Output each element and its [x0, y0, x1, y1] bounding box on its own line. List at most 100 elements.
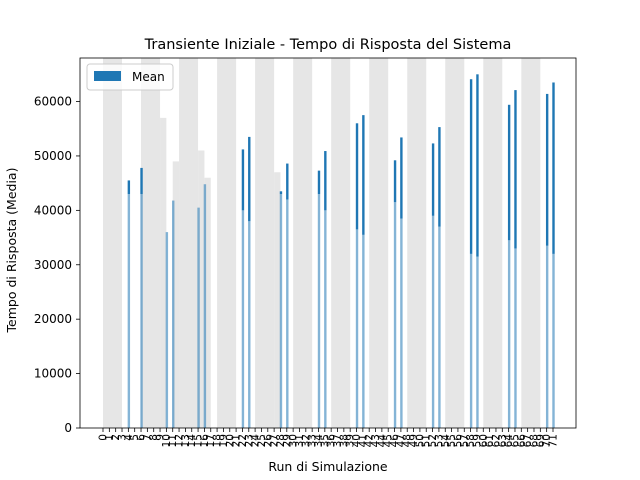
x-tick-label-17: 17 — [205, 434, 217, 447]
x-tick-label-7: 7 — [142, 434, 154, 441]
x-tick-label-47: 47 — [395, 434, 407, 447]
background-band-8 — [255, 58, 275, 428]
x-tick-label-32: 32 — [300, 434, 312, 447]
background-band-9 — [274, 172, 281, 428]
bar-upper-59 — [476, 74, 479, 257]
bar-lower-15 — [197, 207, 200, 428]
x-tick-label-60: 60 — [478, 434, 490, 447]
background-band-11 — [331, 58, 351, 428]
background-band-12 — [369, 58, 389, 428]
x-tick-label-14: 14 — [186, 434, 198, 448]
legend-label-mean: Mean — [132, 70, 165, 84]
x-tick-label-38: 38 — [338, 434, 350, 447]
x-tick-label-11: 11 — [167, 434, 179, 447]
background-band-16 — [521, 58, 541, 428]
x-tick-label-63: 63 — [497, 434, 509, 447]
bar-upper-6 — [140, 167, 143, 195]
bar-lower-10 — [165, 232, 169, 428]
x-tick-label-23: 23 — [243, 434, 255, 447]
x-tick-label-31: 31 — [294, 434, 306, 447]
x-tick-label-46: 46 — [389, 434, 401, 448]
bar-lower-53 — [438, 226, 441, 428]
x-tick-label-12: 12 — [174, 434, 186, 447]
x-tick-label-16: 16 — [199, 434, 211, 448]
background-band-1 — [141, 58, 161, 428]
x-tick-label-50: 50 — [414, 434, 426, 447]
x-tick-label-56: 56 — [452, 434, 464, 448]
background-band-14 — [445, 58, 465, 428]
x-tick-label-51: 51 — [421, 434, 433, 447]
x-tick-label-21: 21 — [231, 434, 243, 447]
bar-upper-58 — [469, 79, 473, 254]
x-tick-label-54: 54 — [440, 434, 452, 448]
x-tick-label-30: 30 — [288, 434, 300, 447]
x-tick-label-61: 61 — [484, 434, 496, 447]
x-tick-label-71: 71 — [548, 434, 560, 447]
y-tick-label-50000: 50000 — [34, 149, 72, 163]
bar-lower-16 — [203, 184, 207, 428]
x-tick-label-68: 68 — [528, 434, 540, 447]
bar-lower-58 — [469, 253, 473, 428]
background-band-0 — [103, 58, 123, 428]
x-tick-label-67: 67 — [522, 434, 534, 447]
bar-lower-64 — [507, 240, 511, 428]
bar-lower-35 — [324, 210, 327, 428]
background-band-10 — [293, 58, 313, 428]
y-tick-label-60000: 60000 — [34, 95, 72, 109]
x-tick-label-40: 40 — [351, 434, 363, 447]
x-tick-label-66: 66 — [516, 434, 528, 448]
bar-upper-46 — [393, 160, 397, 203]
x-tick-label-10: 10 — [161, 434, 173, 447]
y-tick-label-40000: 40000 — [34, 203, 72, 217]
chart-title: Transiente Iniziale - Tempo di Risposta … — [144, 37, 512, 53]
x-tick-label-45: 45 — [383, 434, 395, 447]
x-tick-label-49: 49 — [408, 434, 420, 447]
x-tick-label-39: 39 — [345, 434, 357, 447]
x-axis: 0123456789101112131415161718192021222324… — [98, 428, 560, 447]
y-tick-label-30000: 30000 — [34, 258, 72, 272]
x-tick-label-6: 6 — [136, 434, 148, 441]
x-tick-label-9: 9 — [155, 434, 167, 441]
legend-swatch-mean — [94, 71, 121, 81]
background-band-7 — [217, 58, 237, 428]
x-tick-label-43: 43 — [370, 434, 382, 447]
bar-lower-4 — [127, 194, 131, 428]
bar-upper-40 — [355, 123, 359, 230]
x-tick-label-26: 26 — [262, 434, 274, 448]
bar-upper-4 — [127, 180, 131, 195]
bar-lower-34 — [317, 194, 321, 428]
bar-lower-65 — [514, 248, 517, 428]
plot-frame — [79, 57, 577, 429]
x-tick-label-20: 20 — [224, 434, 236, 447]
bar-lower-71 — [552, 253, 555, 428]
bar-lower-41 — [362, 234, 365, 428]
background-band-3 — [172, 161, 180, 428]
x-tick-label-69: 69 — [535, 434, 547, 447]
x-tick-label-70: 70 — [541, 434, 553, 447]
x-tick-label-22: 22 — [237, 434, 249, 447]
x-tick-label-28: 28 — [275, 434, 287, 447]
legend: Mean — [86, 63, 174, 91]
x-tick-label-25: 25 — [256, 434, 268, 447]
bar-upper-29 — [286, 163, 289, 200]
x-tick-label-13: 13 — [180, 434, 192, 447]
bar-lower-46 — [393, 202, 397, 428]
x-tick-label-52: 52 — [427, 434, 439, 447]
x-tick-label-27: 27 — [269, 434, 281, 447]
bar-upper-47 — [400, 137, 403, 219]
x-tick-label-34: 34 — [313, 434, 325, 448]
x-tick-label-15: 15 — [193, 434, 205, 447]
x-tick-label-64: 64 — [503, 434, 515, 448]
bar-lower-22 — [241, 210, 245, 428]
y-tick-label-20000: 20000 — [34, 312, 72, 326]
bar-upper-28 — [279, 191, 283, 195]
plot-area — [79, 57, 577, 429]
bar-lower-40 — [355, 229, 359, 428]
bar-lower-47 — [400, 218, 403, 428]
legend-frame — [86, 63, 174, 91]
x-tick-label-62: 62 — [490, 434, 502, 447]
x-tick-label-24: 24 — [250, 434, 262, 448]
y-axis: 0 10000 20000 30000 40000 50000 60000 — [34, 95, 80, 435]
x-tick-label-3: 3 — [117, 434, 129, 441]
x-tick-label-8: 8 — [148, 434, 160, 441]
